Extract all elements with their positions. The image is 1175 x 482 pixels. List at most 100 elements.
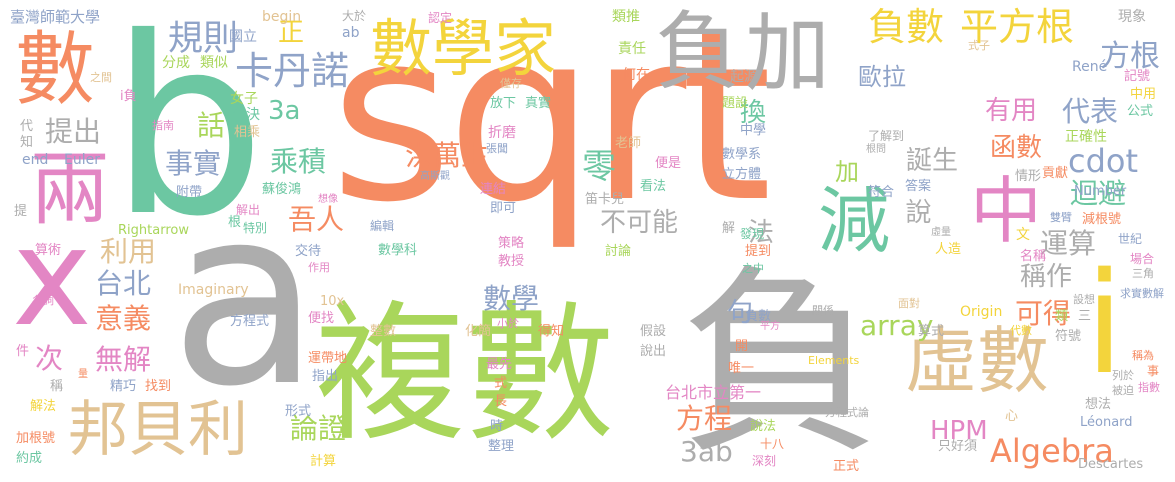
word-fangchengshi: 方程式 [230, 314, 270, 329]
word-mianduo: 面對 [898, 297, 920, 310]
word-renting: 認定 [428, 11, 453, 25]
word-shuangbi: 雙臂 [1050, 211, 1072, 224]
word-zhenshi: 真實 [525, 96, 552, 111]
word-lifangti: 立方體 [722, 167, 762, 182]
word-sqrt: sqrt [330, 0, 772, 254]
word-jiashe: 假設 [640, 324, 667, 339]
word-elements: Elements [808, 354, 860, 367]
word-lunzheng: 論證 [290, 412, 347, 445]
word-guanxi: 關係 [812, 304, 834, 317]
word-suanshi: 算式 [918, 324, 945, 339]
word-bianshi: 便是 [655, 156, 682, 171]
word-tishe: 題設 [722, 96, 749, 111]
word-fa: 法 [748, 218, 775, 248]
word-b: b [110, 0, 266, 270]
word-laoshi: 老師 [615, 136, 642, 151]
word-qingxing: 情形 [1015, 169, 1042, 184]
word-nvzi: 女子 [230, 91, 258, 107]
word-x: x [12, 199, 92, 356]
word-wuren: 吾人 [288, 203, 345, 236]
word-taiwan-normal: 臺灣師範大學 [10, 8, 101, 26]
word-jiechu: 解出 [236, 203, 261, 217]
word-shi: 事 [1147, 364, 1160, 378]
word-dezhi: 得知 [538, 324, 565, 339]
word-chengzuo: 稱作 [1020, 262, 1073, 292]
word-gongshi: 公式 [1127, 104, 1154, 119]
word-bukeneng: 不可能 [600, 208, 679, 238]
word-ab: ab [342, 25, 360, 41]
word-xiangcheng: 相乘 [234, 125, 261, 140]
word-zhishu: 指數 [1138, 381, 1160, 394]
word-xingshi: 形式 [285, 404, 312, 419]
word-dai: 代 [20, 119, 34, 134]
word-kanfa: 看法 [640, 179, 667, 194]
word-oula: 歐拉 [858, 63, 906, 91]
word-tebie: 特別 [243, 221, 268, 235]
word-algebra: Algebra [990, 432, 1114, 470]
word-daibiao: 代表 [1062, 95, 1119, 128]
word-shuxueke: 數學科 [378, 243, 418, 258]
word-xin: 心 [1005, 409, 1019, 424]
word-zhengshu: 整數 [370, 324, 397, 339]
word-yuehua: 約成 [16, 451, 43, 466]
word-jiejin: 精巧 [110, 379, 137, 394]
word-dikaer: 笛卡兒 [585, 192, 625, 207]
word-dayu: 大於 [342, 9, 367, 23]
word-origin: Origin [960, 304, 1003, 320]
word-huajian: 化簡 [465, 324, 492, 339]
word-liang: 兩 [30, 143, 110, 236]
word-huan: 換 [740, 98, 767, 128]
word-shishi: 事實 [165, 147, 222, 180]
word-genzhen: 根問 [866, 144, 886, 155]
word-taibei-first: 台北市立第一 [665, 383, 762, 402]
word-xushu: 虛數 [905, 319, 1050, 403]
word-zhengquexing: 正確性 [1065, 129, 1107, 145]
word-shenke: 深刻 [752, 454, 777, 468]
word-shuo: 說 [901, 198, 931, 224]
word-shuochu: 說出 [640, 344, 667, 359]
word-ling: 零 [582, 147, 616, 187]
word-jia: 加 [745, 5, 831, 104]
word-i: i [1085, 243, 1124, 406]
word-zhongyong: 中用 [1130, 87, 1157, 102]
word-daan: 答案 [905, 179, 932, 194]
word-youyong: 有用 [985, 96, 1038, 126]
word-gaosiguan: 高斯觀 [420, 171, 450, 182]
word-zhangwen: 張聞 [486, 142, 508, 155]
word-shuxuexi: 數學系 [722, 147, 762, 162]
word-leisi: 類似 [200, 55, 228, 71]
word-shi2: 式 [494, 376, 508, 391]
word-imaginary: Imaginary [178, 282, 249, 298]
word-hua: 話 [197, 109, 226, 142]
word-lei: 類 [1055, 309, 1069, 324]
word-tidao: 提到 [745, 244, 772, 259]
word-zhijian: 之間 [90, 71, 112, 84]
word-weiyi: 唯一 [728, 361, 755, 376]
word-end: end [22, 152, 49, 168]
word-descartes: Descartes [1078, 457, 1144, 472]
word-jian: 減 [818, 179, 891, 263]
word-fangxia: 放下 [490, 96, 517, 111]
word-ci: 次 [35, 342, 64, 375]
word-fangcheng: 方程 [676, 402, 733, 435]
word-faxian: 發現 [740, 227, 765, 241]
word-fudai: 附帶 [176, 185, 203, 200]
word-pingfang: 平方 [760, 321, 780, 332]
word-ti: 提 [14, 204, 28, 219]
word-kadanuo: 卡丹諾 [235, 49, 350, 93]
word-zhinan: 指南 [152, 119, 174, 132]
word-taibei: 台北 [95, 267, 152, 300]
word-jia2: 加 [835, 158, 859, 186]
word-san: 三 [1078, 309, 1092, 324]
word-gen: 根 [228, 215, 242, 230]
word-zhi: 知 [20, 135, 34, 150]
word-chengwei: 稱為 [1132, 349, 1154, 362]
word-zeren: 責任 [618, 41, 646, 57]
word-ju: 句 [727, 298, 754, 328]
word-lejiedao: 了解到 [868, 129, 905, 143]
word-celue: 策略 [498, 236, 525, 251]
word-chengji: 乘積 [270, 145, 327, 178]
word-cheng: 稱 [50, 379, 64, 394]
word-daishu: 代數 [1010, 324, 1032, 337]
word-cdot: cdot [1068, 142, 1139, 180]
